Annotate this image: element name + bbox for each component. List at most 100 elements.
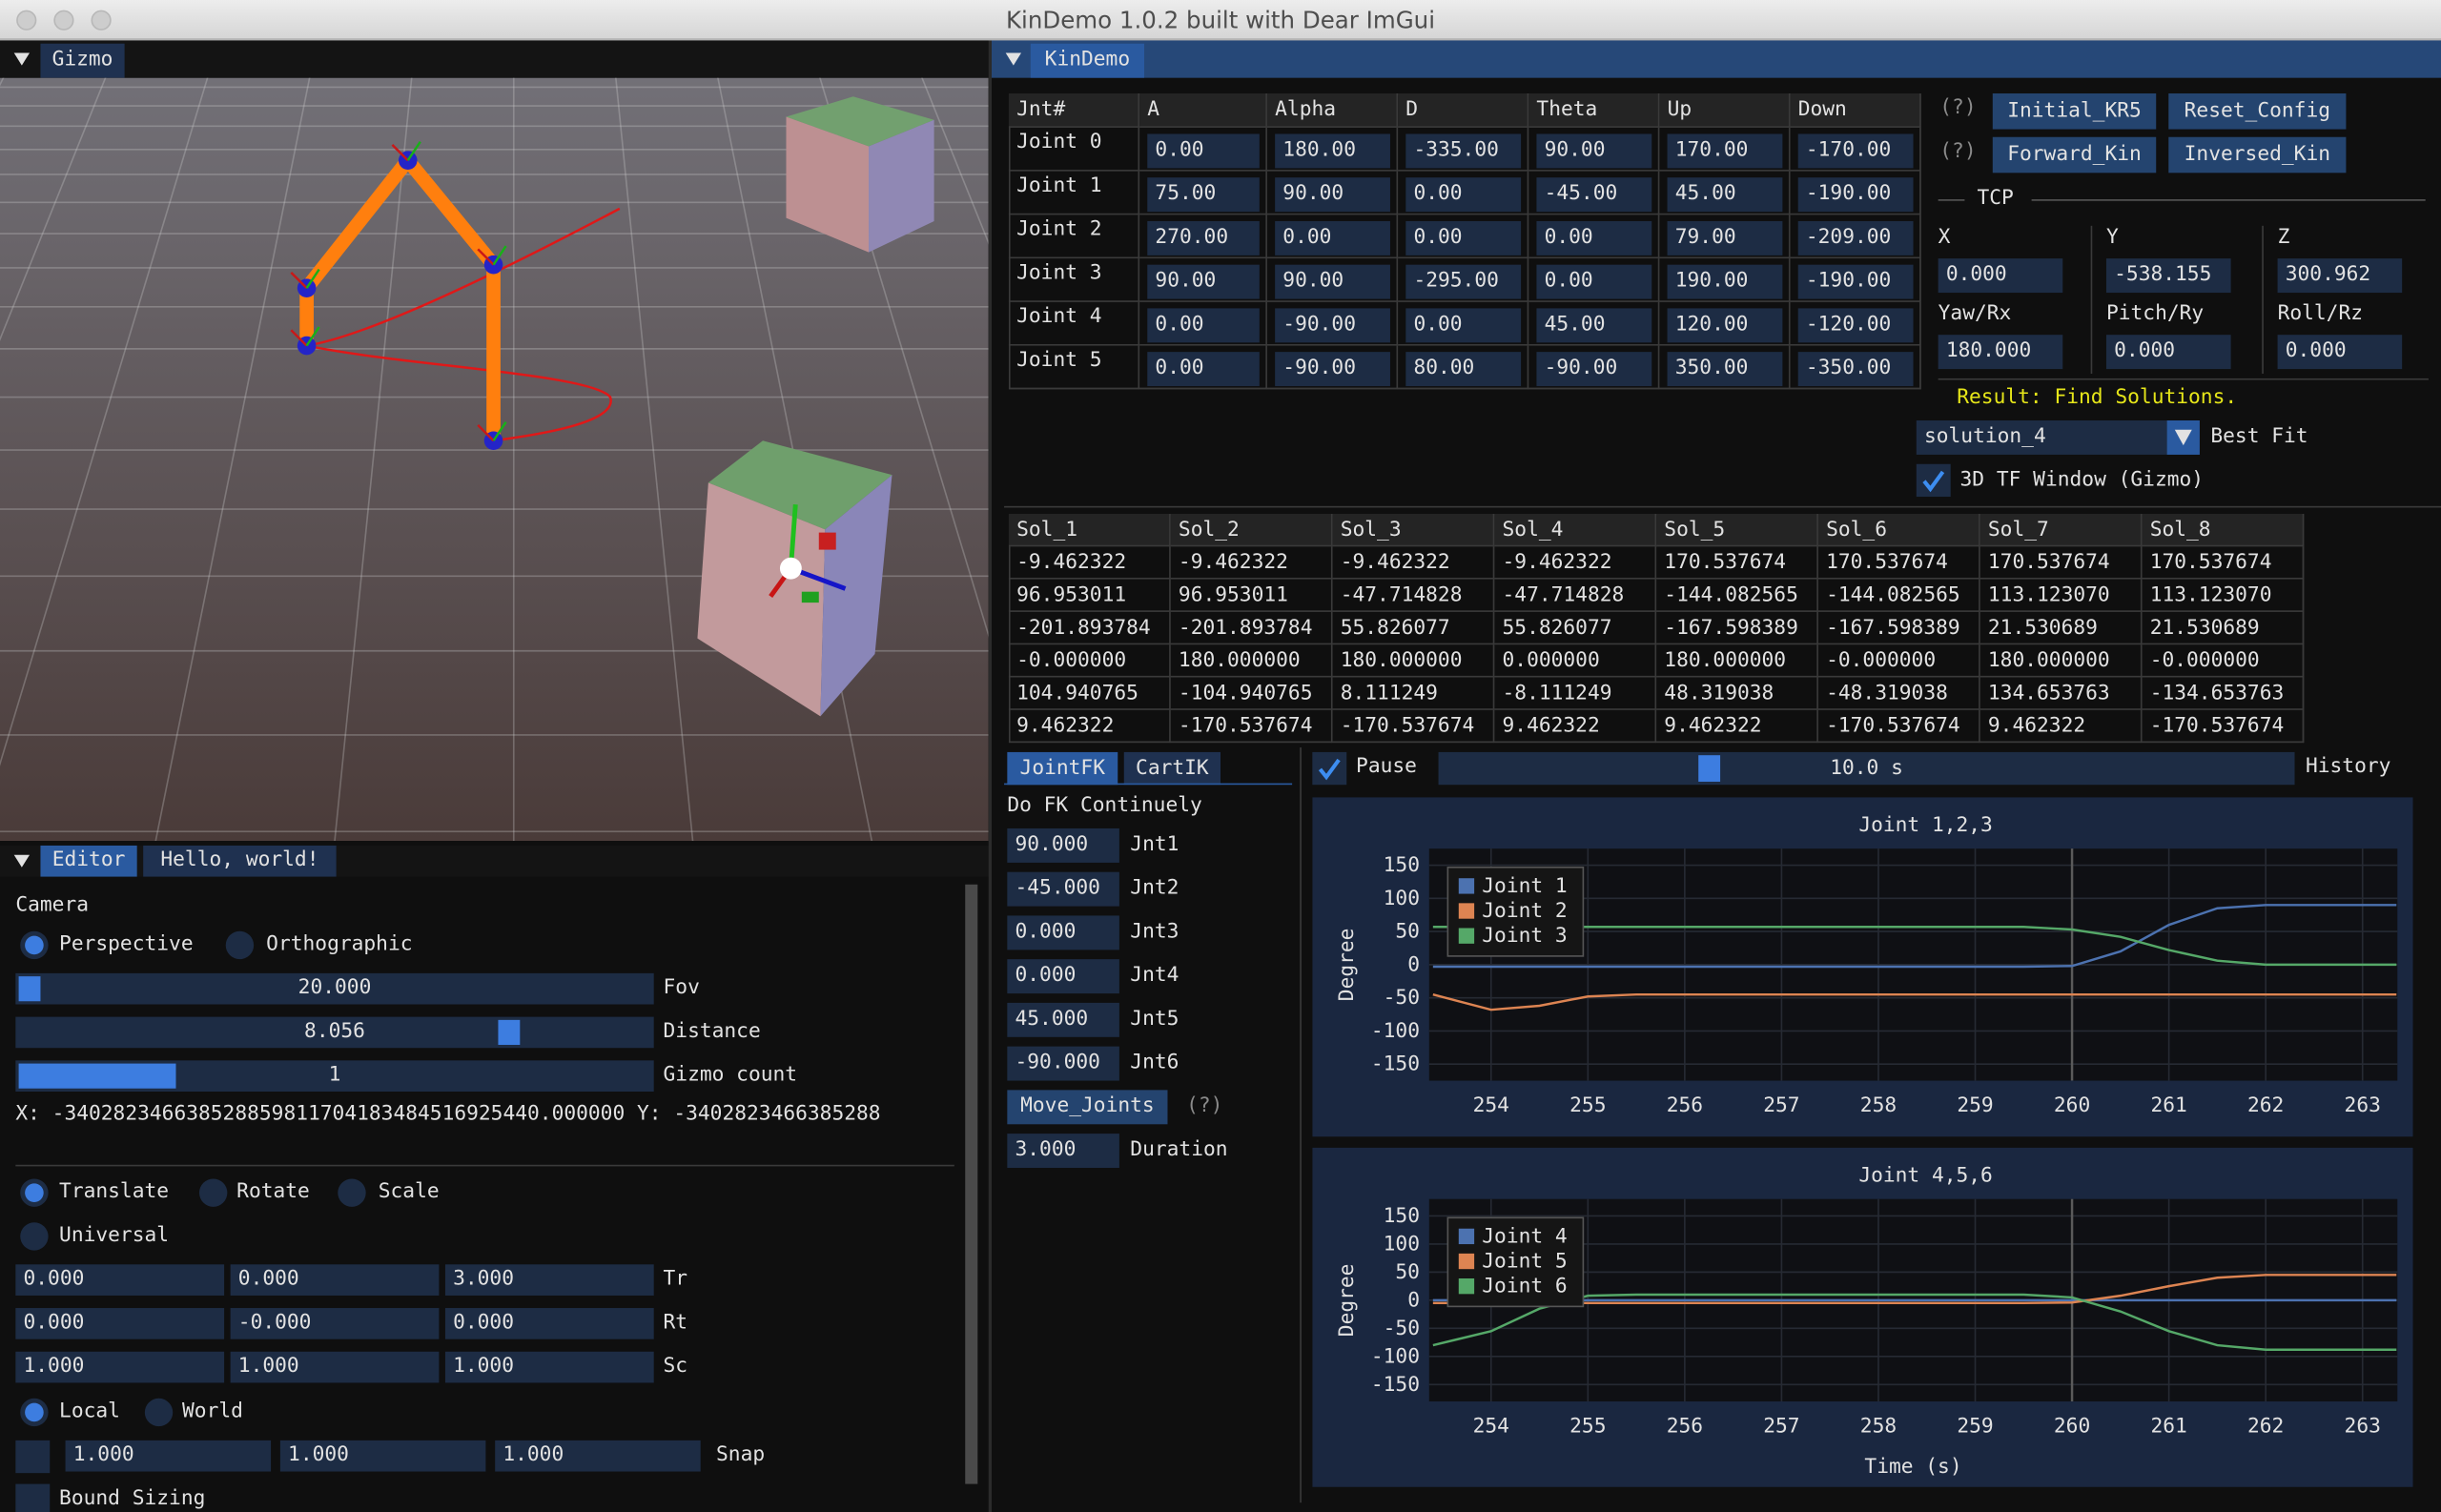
input-field[interactable]: 1.000 <box>65 1440 272 1472</box>
input-field[interactable]: 3.000 <box>1007 1134 1119 1169</box>
input-field[interactable]: -120.00 <box>1797 308 1914 343</box>
input-field[interactable]: -538.155 <box>2105 258 2231 294</box>
input-field[interactable]: 190.00 <box>1667 264 1783 299</box>
input-field[interactable]: -45.00 <box>1536 177 1652 213</box>
input-field[interactable]: 0.000 <box>1938 258 2063 294</box>
input-field[interactable]: 90.00 <box>1536 133 1652 169</box>
gizmo-tab[interactable]: Gizmo <box>40 43 125 78</box>
input-field[interactable]: 0.000 <box>2105 335 2231 370</box>
bound-checkbox[interactable] <box>15 1483 51 1512</box>
input-field[interactable]: 45.00 <box>1536 308 1652 343</box>
input-field[interactable]: 350.00 <box>1667 352 1783 387</box>
input-field[interactable]: 0.00 <box>1405 220 1522 255</box>
section-title: Do FK Continuely <box>1007 794 1202 818</box>
input-field[interactable]: 1.000 <box>230 1351 440 1383</box>
radio-frame <box>225 930 255 960</box>
button[interactable]: Forward_Kin <box>1992 136 2157 174</box>
input-field[interactable]: 0.000 <box>15 1264 225 1296</box>
editor-tab[interactable]: Hello, world! <box>143 845 337 877</box>
input-field[interactable]: 0.000 <box>444 1308 654 1339</box>
tab[interactable]: JointFK <box>1007 751 1118 786</box>
input-field[interactable]: -350.00 <box>1797 352 1914 387</box>
input-field[interactable]: 0.000 <box>2277 335 2403 370</box>
table-cell: -104.940765 <box>1170 677 1333 710</box>
snap-checkbox[interactable] <box>15 1440 51 1474</box>
input-field[interactable]: -209.00 <box>1797 220 1914 255</box>
input-field[interactable]: -295.00 <box>1405 264 1522 299</box>
input-field[interactable]: -90.000 <box>1007 1046 1119 1081</box>
input-field[interactable]: 0.00 <box>1536 220 1652 255</box>
input-field[interactable]: -0.000 <box>230 1308 440 1339</box>
editor-tab[interactable]: Editor <box>40 845 137 877</box>
input-field[interactable]: -45.000 <box>1007 871 1119 907</box>
result-text: Result: Find Solutions. <box>1957 386 2238 410</box>
table-cell: 21.530689 <box>2142 611 2305 645</box>
input-field[interactable]: 90.00 <box>1147 264 1260 299</box>
cell <box>1266 345 1399 390</box>
tab[interactable]: CartIK <box>1123 751 1220 786</box>
input-field[interactable]: 90.00 <box>1275 177 1390 213</box>
input-field[interactable]: 0.00 <box>1405 177 1522 213</box>
button[interactable]: Inversed_Kin <box>2168 136 2347 174</box>
x-tick-label: 255 <box>1569 1093 1606 1117</box>
pause-checkbox[interactable] <box>1312 751 1347 786</box>
input-field[interactable]: -170.00 <box>1797 133 1914 169</box>
x-tick-label: 258 <box>1860 1093 1897 1117</box>
combo[interactable]: solution_4 <box>1916 420 2169 455</box>
input-field[interactable]: 120.00 <box>1667 308 1783 343</box>
radio-dot <box>25 935 44 955</box>
input-field[interactable]: 75.00 <box>1147 177 1260 213</box>
legend-label: Joint 4 <box>1482 1224 1567 1248</box>
input-field[interactable]: 0.00 <box>1147 308 1260 343</box>
input-field[interactable]: 0.000 <box>15 1308 225 1339</box>
input-field[interactable]: -90.00 <box>1275 308 1390 343</box>
y-tick-label: -50 <box>1384 986 1420 1010</box>
row-name-text: Joint 0 <box>1016 131 1102 154</box>
input-field[interactable]: -190.00 <box>1797 177 1914 213</box>
input-field[interactable]: 0.00 <box>1147 352 1260 387</box>
input-field[interactable]: 45.000 <box>1007 1002 1119 1037</box>
table-cell: -144.082565 <box>1817 579 1980 612</box>
input-field[interactable]: 90.000 <box>1007 828 1119 863</box>
input-field[interactable]: 80.00 <box>1405 352 1522 387</box>
y-tick-label: 0 <box>1407 1288 1420 1312</box>
input-field[interactable]: -90.00 <box>1275 352 1390 387</box>
cube-front <box>786 116 870 253</box>
input-field[interactable]: 0.00 <box>1536 264 1652 299</box>
input-field[interactable]: 1.000 <box>15 1351 225 1383</box>
slider-frame[interactable] <box>1438 751 2295 786</box>
input-field[interactable]: 79.00 <box>1667 220 1783 255</box>
input-field[interactable]: -190.00 <box>1797 264 1914 299</box>
button[interactable]: Initial_KR5 <box>1992 93 2157 130</box>
joint-axis <box>290 329 308 347</box>
input-field[interactable]: 1.000 <box>495 1440 701 1472</box>
slider-frame[interactable] <box>15 972 654 1005</box>
input-field[interactable]: 180.00 <box>1275 133 1390 169</box>
scrollbar[interactable] <box>965 884 978 1484</box>
slider-frame[interactable] <box>15 1016 654 1049</box>
input-field[interactable]: 1.000 <box>279 1440 486 1472</box>
kindemo-tab[interactable]: KinDemo <box>1030 43 1144 78</box>
table-cell: 180.000000 <box>1170 644 1333 678</box>
input-field[interactable]: 0.00 <box>1405 308 1522 343</box>
cell <box>1528 345 1660 390</box>
input-field[interactable]: -335.00 <box>1405 133 1522 169</box>
input-field[interactable]: 170.00 <box>1667 133 1783 169</box>
input-field[interactable]: 0.00 <box>1275 220 1390 255</box>
x-tick-label: 256 <box>1667 1415 1703 1439</box>
input-field[interactable]: 45.00 <box>1667 177 1783 213</box>
input-field[interactable]: 0.000 <box>1007 915 1119 950</box>
input-field[interactable]: 0.000 <box>1007 959 1119 994</box>
input-field[interactable]: 0.000 <box>230 1264 440 1296</box>
button[interactable]: Move_Joints <box>1007 1090 1168 1125</box>
tf-checkbox[interactable] <box>1916 463 1951 498</box>
input-field[interactable]: 270.00 <box>1147 220 1260 255</box>
input-field[interactable]: 1.000 <box>444 1351 654 1383</box>
input-field[interactable]: 180.000 <box>1938 335 2063 370</box>
input-field[interactable]: 0.00 <box>1147 133 1260 169</box>
input-field[interactable]: 300.962 <box>2277 258 2403 294</box>
input-field[interactable]: -90.00 <box>1536 352 1652 387</box>
button[interactable]: Reset_Config <box>2168 93 2347 130</box>
input-field[interactable]: 90.00 <box>1275 264 1390 299</box>
input-field[interactable]: 3.000 <box>444 1264 654 1296</box>
